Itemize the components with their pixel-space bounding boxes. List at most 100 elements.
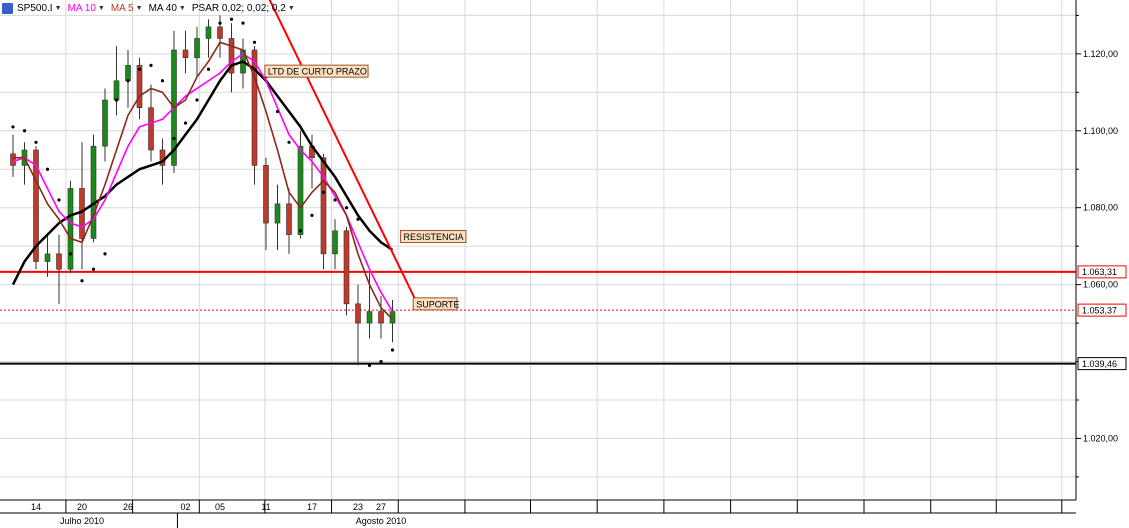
- price-level-label: 1.063,31: [1082, 267, 1117, 277]
- candle-body: [343, 230, 350, 305]
- psar-dot: [275, 109, 280, 114]
- day-label: 27: [376, 502, 386, 512]
- horizontal-levels: [0, 270, 1076, 365]
- triangle-down-icon: ▼: [287, 4, 295, 12]
- candle-body: [148, 107, 154, 151]
- price-level-label: 1.039,46: [1082, 359, 1117, 369]
- price-level-label: 1.053,37: [1082, 305, 1117, 315]
- candle-body: [136, 65, 143, 108]
- psar-dot: [287, 140, 291, 144]
- candle-body: [274, 203, 281, 224]
- psar-dot: [344, 206, 349, 210]
- month-label: Agosto 2010: [356, 516, 407, 526]
- psar-dot: [126, 79, 130, 83]
- candle-body: [251, 49, 258, 166]
- day-label: 02: [180, 502, 190, 512]
- date-axis: [0, 500, 1076, 528]
- psar-dot: [34, 140, 38, 144]
- psar-dot: [160, 79, 165, 83]
- psar-dot: [195, 98, 199, 102]
- psar-dots: [11, 17, 395, 367]
- candle-body: [79, 188, 85, 239]
- candle-body: [125, 65, 131, 82]
- symbol-selector[interactable]: SP500.I ▼: [2, 2, 62, 14]
- psar-dot: [218, 21, 222, 25]
- triangle-down-icon: ▼: [97, 4, 105, 12]
- day-label: 05: [215, 502, 225, 512]
- candle-body: [263, 165, 269, 224]
- price-tick-label: 1.060,00: [1083, 280, 1118, 290]
- psar-label: PSAR 0,02; 0,02; 0,2: [191, 2, 286, 14]
- psar-dot: [241, 21, 245, 25]
- indicator-legend: SP500.I ▼ MA 10 ▼ MA 5 ▼ MA 40 ▼ PSAR 0,…: [2, 1, 295, 15]
- psar-selector[interactable]: PSAR 0,02; 0,02; 0,2 ▼: [192, 3, 295, 14]
- grid-lines: [0, 0, 1076, 500]
- psar-dot: [114, 98, 119, 102]
- triangle-down-icon: ▼: [54, 4, 62, 12]
- psar-dot: [390, 348, 395, 352]
- candle-body: [320, 157, 327, 255]
- annotation-box: [412, 297, 458, 311]
- candle-body: [90, 145, 97, 239]
- month-label: Julho 2010: [60, 516, 104, 526]
- ltd-trendline: [268, 0, 417, 301]
- psar-dot: [298, 229, 303, 233]
- candle-body: [366, 311, 373, 324]
- annotation-box: [264, 64, 369, 78]
- psar-dot: [252, 40, 257, 44]
- ma40-line: [11, 60, 394, 286]
- candle-body: [205, 26, 212, 39]
- day-label: 11: [261, 502, 270, 512]
- candle-body: [378, 311, 384, 324]
- price-level-tag: [1077, 357, 1127, 371]
- candle-body: [332, 230, 338, 255]
- candle-body: [355, 303, 361, 324]
- ma10-label: MA 10: [67, 2, 96, 14]
- psar-dot: [379, 359, 383, 364]
- price-tick-label: 1.100,00: [1083, 126, 1118, 136]
- psar-dot: [57, 198, 61, 202]
- psar-dot: [183, 121, 188, 125]
- annotation-box: [400, 230, 467, 244]
- day-label: 20: [77, 502, 87, 512]
- candle-body: [297, 145, 304, 235]
- candle-body: [194, 38, 200, 58]
- triangle-down-icon: ▼: [178, 4, 186, 12]
- annotation-label: SUPORTE: [416, 299, 459, 309]
- chart-logo-icon: [2, 2, 13, 14]
- psar-dot: [80, 279, 84, 283]
- price-tick-label: 1.120,00: [1083, 49, 1118, 59]
- candle-body: [67, 188, 74, 270]
- psar-dot: [11, 125, 15, 129]
- psar-dot: [45, 167, 50, 171]
- annotation-label: LTD DE CURTO PRAZO: [268, 67, 367, 77]
- psar-dot: [68, 252, 73, 256]
- psar-dot: [333, 198, 337, 202]
- psar-dot: [91, 267, 96, 271]
- day-label: 26: [123, 502, 133, 512]
- ma40-label: MA 40: [148, 2, 177, 14]
- ma5-selector[interactable]: MA 5 ▼: [111, 3, 143, 14]
- psar-dot: [137, 67, 142, 71]
- ma5-line: [13, 41, 394, 320]
- trendline: [268, 0, 417, 301]
- psar-dot: [356, 217, 360, 221]
- day-label: 14: [31, 502, 41, 512]
- psar-dot: [149, 63, 153, 67]
- price-axis: [1076, 0, 1129, 528]
- psar-dot: [229, 17, 234, 21]
- price-tick-label: 1.080,00: [1083, 203, 1118, 213]
- annotation-label: RESISTENCIA: [404, 232, 464, 242]
- price-level-tag: [1077, 303, 1127, 317]
- price-tick-label: 1.020,00: [1083, 433, 1118, 443]
- symbol-label: SP500.I: [17, 2, 53, 14]
- ma5-label: MA 5: [110, 2, 134, 14]
- ma10-selector[interactable]: MA 10 ▼: [68, 3, 105, 14]
- ma40-selector[interactable]: MA 40 ▼: [149, 3, 186, 14]
- day-label: 17: [307, 502, 317, 512]
- candle-body: [56, 253, 62, 270]
- candle-body: [182, 49, 189, 58]
- price-level-tag: [1077, 265, 1127, 279]
